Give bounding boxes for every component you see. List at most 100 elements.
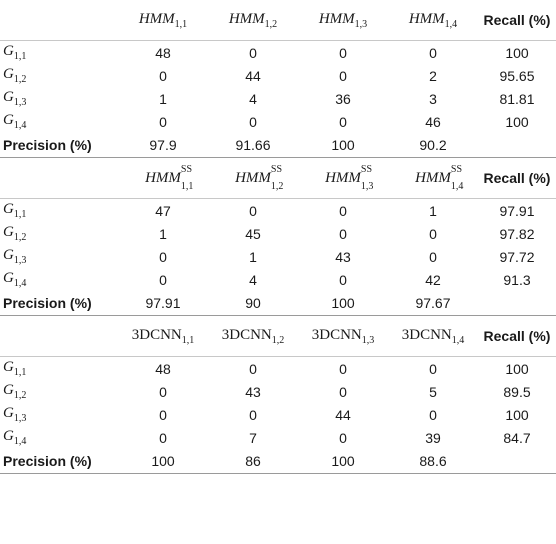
precision-value: 91.66 [235, 137, 271, 153]
count-cell: 2 [429, 67, 437, 84]
precision-value: 86 [245, 453, 261, 469]
count-cell: 0 [159, 67, 167, 84]
row-label: G1,4 [0, 110, 118, 133]
model-column-header: HMM1,4 [388, 0, 478, 41]
model-subscript: 1,3 [361, 334, 375, 346]
row-label-base: G [3, 247, 14, 263]
recall-header: Recall (%) [483, 170, 551, 186]
table-row: G1,4 0 0 0 46 100 [0, 110, 556, 133]
precision-label: Precision (%) [3, 295, 92, 311]
recall-value: 84.7 [503, 429, 531, 446]
model-name-with-scripts: HMM SS 1,4 [415, 164, 463, 192]
count-cell: 1 [159, 225, 167, 242]
model-name: HMM [228, 10, 265, 27]
recall-value: 100 [505, 113, 529, 130]
table-rule-cell [0, 40, 556, 41]
header-corner-cell [0, 0, 118, 41]
count-cell: 0 [429, 406, 437, 423]
precision-value: 100 [151, 453, 175, 469]
model-subscript: 1,1 [174, 18, 188, 30]
row-label-base: G [3, 359, 14, 375]
count-cell: 7 [249, 429, 257, 446]
table-row: G1,3 0 1 43 0 97.72 [0, 245, 556, 268]
row-label: G1,1 [0, 199, 118, 222]
row-label-subscript: 1,1 [13, 367, 27, 378]
table-row: G1,2 0 43 0 5 89.5 [0, 380, 556, 403]
row-label: G1,4 [0, 426, 118, 449]
recall-value: 97.82 [499, 225, 535, 242]
count-cell: 0 [249, 113, 257, 130]
row-label-subscript: 1,4 [13, 436, 27, 447]
row-label-subscript: 1,2 [13, 74, 27, 85]
model-column-header: HMM SS 1,4 [388, 158, 478, 199]
table-rule [0, 157, 556, 158]
count-cell: 0 [159, 406, 167, 423]
model-subscript: 1,3 [354, 18, 368, 30]
recall-value: 97.91 [499, 202, 535, 219]
table-rule-cell [0, 198, 556, 199]
model-column-header: 3DCNN1,4 [388, 316, 478, 357]
model-column-header: 3DCNN1,3 [298, 316, 388, 357]
count-cell: 0 [429, 225, 437, 242]
recall-header: Recall (%) [483, 328, 551, 344]
table-rule-cell [0, 315, 556, 316]
count-cell: 0 [339, 429, 347, 446]
block-header-row: HMM SS 1,1 HMM SS 1,2 HMM SS 1,3 HMM SS 1,4 Recall (… [0, 158, 556, 199]
count-cell: 0 [429, 360, 437, 377]
recall-value: 100 [505, 406, 529, 423]
precision-value: 90.2 [419, 137, 447, 153]
count-cell: 0 [249, 44, 257, 61]
model-column-header: HMM1,2 [208, 0, 298, 41]
recall-header: Recall (%) [483, 12, 551, 28]
precision-value: 97.67 [415, 295, 451, 311]
precision-value: 90 [245, 295, 261, 311]
row-label-base: G [3, 224, 14, 240]
count-cell: 0 [339, 360, 347, 377]
table-row: G1,4 0 7 0 39 84.7 [0, 426, 556, 449]
recall-value: 100 [505, 360, 529, 377]
row-label-base: G [3, 428, 14, 444]
model-subscript: 1,2 [270, 180, 284, 192]
table-row: G1,3 0 0 44 0 100 [0, 403, 556, 426]
count-cell: 5 [429, 383, 437, 400]
row-label-subscript: 1,3 [13, 413, 27, 424]
count-cell: 1 [159, 90, 167, 107]
count-cell: 44 [245, 67, 261, 84]
count-cell: 4 [249, 90, 257, 107]
model-name: 3DCNN [131, 326, 182, 343]
count-cell: 42 [425, 271, 441, 288]
table-rule [0, 198, 556, 199]
count-cell: 36 [335, 90, 351, 107]
count-cell: 0 [429, 44, 437, 61]
count-cell: 0 [339, 271, 347, 288]
precision-row: Precision (%) 97.9 91.66 100 90.2 [0, 133, 556, 158]
row-label: G1,2 [0, 380, 118, 403]
count-cell: 0 [249, 360, 257, 377]
table-row: G1,2 0 44 0 2 95.65 [0, 64, 556, 87]
count-cell: 48 [155, 360, 171, 377]
row-label-subscript: 1,1 [13, 51, 27, 62]
model-name: 3DCNN [311, 326, 362, 343]
count-cell: 0 [339, 225, 347, 242]
table-rule-cell [0, 473, 556, 474]
block-header-row: HMM1,1 HMM1,2 HMM1,3 HMM1,4 Recall (%) [0, 0, 556, 41]
row-label-subscript: 1,2 [13, 390, 27, 401]
row-label: G1,2 [0, 64, 118, 87]
precision-value: 97.9 [149, 137, 177, 153]
count-cell: 0 [429, 248, 437, 265]
row-label: G1,4 [0, 268, 118, 291]
header-corner-cell [0, 316, 118, 357]
recall-value: 97.72 [499, 248, 535, 265]
model-column-header: HMM SS 1,3 [298, 158, 388, 199]
row-label: G1,3 [0, 403, 118, 426]
row-label-base: G [3, 112, 14, 128]
row-label: G1,1 [0, 41, 118, 64]
table-rule-cell [0, 157, 556, 158]
row-label-base: G [3, 89, 14, 105]
confusion-matrix-table-container: HMM1,1 HMM1,2 HMM1,3 HMM1,4 Recall (%) G1,1 48… [0, 0, 556, 474]
precision-value: 100 [331, 137, 355, 153]
confusion-matrix-table: HMM1,1 HMM1,2 HMM1,3 HMM1,4 Recall (%) G1,1 48… [0, 0, 556, 474]
count-cell: 47 [155, 202, 171, 219]
count-cell: 4 [249, 271, 257, 288]
row-label-subscript: 1,2 [13, 232, 27, 243]
